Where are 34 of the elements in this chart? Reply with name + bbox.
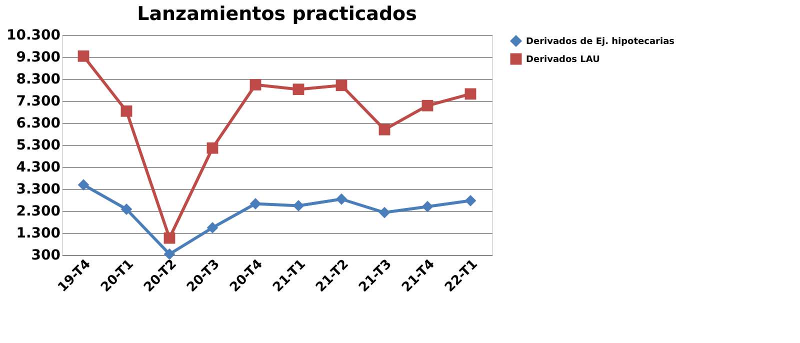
y-tick-label: 9.300 — [16, 50, 61, 66]
legend-label: Derivados LAU — [526, 55, 600, 65]
y-tick-label: 4.300 — [16, 160, 61, 176]
point — [250, 198, 262, 210]
point — [292, 84, 304, 96]
point — [464, 88, 476, 100]
y-tick-label: 3.300 — [16, 182, 61, 198]
point — [120, 105, 132, 117]
y-tick-label: 10.300 — [6, 28, 61, 44]
y-tick-label: 6.300 — [16, 116, 61, 132]
point — [78, 50, 90, 62]
y-tick-label: 8.300 — [16, 72, 61, 88]
chart-title: Lanzamientos practicados — [137, 3, 417, 25]
legend-label: Derivados de Ej. hipotecarias — [526, 37, 675, 47]
point — [422, 200, 434, 212]
point — [206, 142, 218, 154]
y-tick-label: 5.300 — [16, 138, 61, 154]
point — [336, 80, 348, 92]
point — [422, 100, 434, 112]
point — [378, 206, 390, 218]
y-tick-label: 7.300 — [16, 94, 61, 110]
point — [378, 124, 390, 136]
point — [78, 179, 90, 191]
point — [336, 193, 348, 205]
y-tick-label: 300 — [31, 248, 61, 264]
point — [292, 200, 304, 212]
point — [164, 248, 176, 260]
y-tick-label: 2.300 — [16, 204, 61, 220]
point — [464, 194, 476, 206]
point — [120, 204, 132, 215]
y-tick-label: 1.300 — [16, 226, 61, 242]
point — [250, 79, 262, 90]
point — [206, 222, 218, 234]
point — [164, 232, 176, 244]
